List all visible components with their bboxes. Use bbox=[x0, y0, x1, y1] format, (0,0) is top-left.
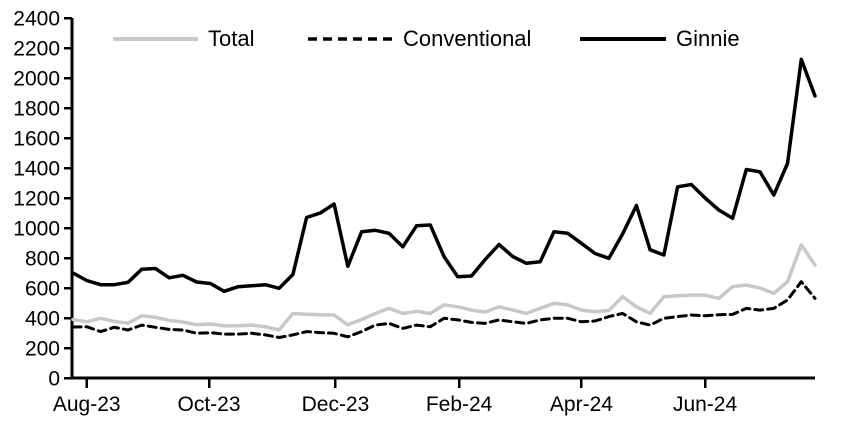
y-tick-label: 2400 bbox=[13, 8, 60, 31]
y-tick-label: 400 bbox=[25, 308, 60, 331]
x-tick-label: Jun-24 bbox=[673, 393, 738, 416]
legend-label: Total bbox=[208, 26, 254, 51]
legend-label: Ginnie bbox=[676, 26, 740, 51]
y-tick-label: 2200 bbox=[13, 38, 60, 61]
y-axis: 0 200 400 600 800 1000 1200 1400 1600 1800 2000 220… bbox=[13, 8, 72, 391]
y-tick-label: 800 bbox=[25, 248, 60, 271]
y-tick-label: 200 bbox=[25, 338, 60, 361]
y-tick-label: 2000 bbox=[13, 68, 60, 91]
x-tick-label: Feb-24 bbox=[426, 393, 493, 416]
series-line-total bbox=[71, 243, 817, 332]
x-tick-label: Dec-23 bbox=[302, 393, 370, 416]
x-tick-label: Apr-24 bbox=[550, 393, 613, 416]
y-tick-label: 1200 bbox=[13, 188, 60, 211]
series-lines bbox=[71, 57, 817, 339]
legend-label: Conventional bbox=[403, 26, 531, 51]
y-tick-label: 600 bbox=[25, 278, 60, 301]
y-tick-label: 1800 bbox=[13, 98, 60, 121]
legend-item-total: Total bbox=[113, 26, 254, 51]
legend-item-ginnie: Ginnie bbox=[580, 26, 740, 51]
series-line-conventional bbox=[71, 280, 817, 339]
y-tick-label: 0 bbox=[48, 368, 60, 391]
x-tick-label: Oct-23 bbox=[178, 393, 241, 416]
series-line-ginnie bbox=[71, 57, 817, 294]
legend-item-conventional: Conventional bbox=[308, 26, 531, 51]
y-tick-label: 1600 bbox=[13, 128, 60, 151]
x-tick-label: Aug-23 bbox=[53, 393, 121, 416]
x-axis: Aug-23 Oct-23 Dec-23 Feb-24 Apr-24 Jun-24 bbox=[53, 378, 738, 416]
legend: Total Conventional Ginnie bbox=[113, 26, 740, 51]
y-tick-label: 1400 bbox=[13, 158, 60, 181]
y-tick-label: 1000 bbox=[13, 218, 60, 241]
